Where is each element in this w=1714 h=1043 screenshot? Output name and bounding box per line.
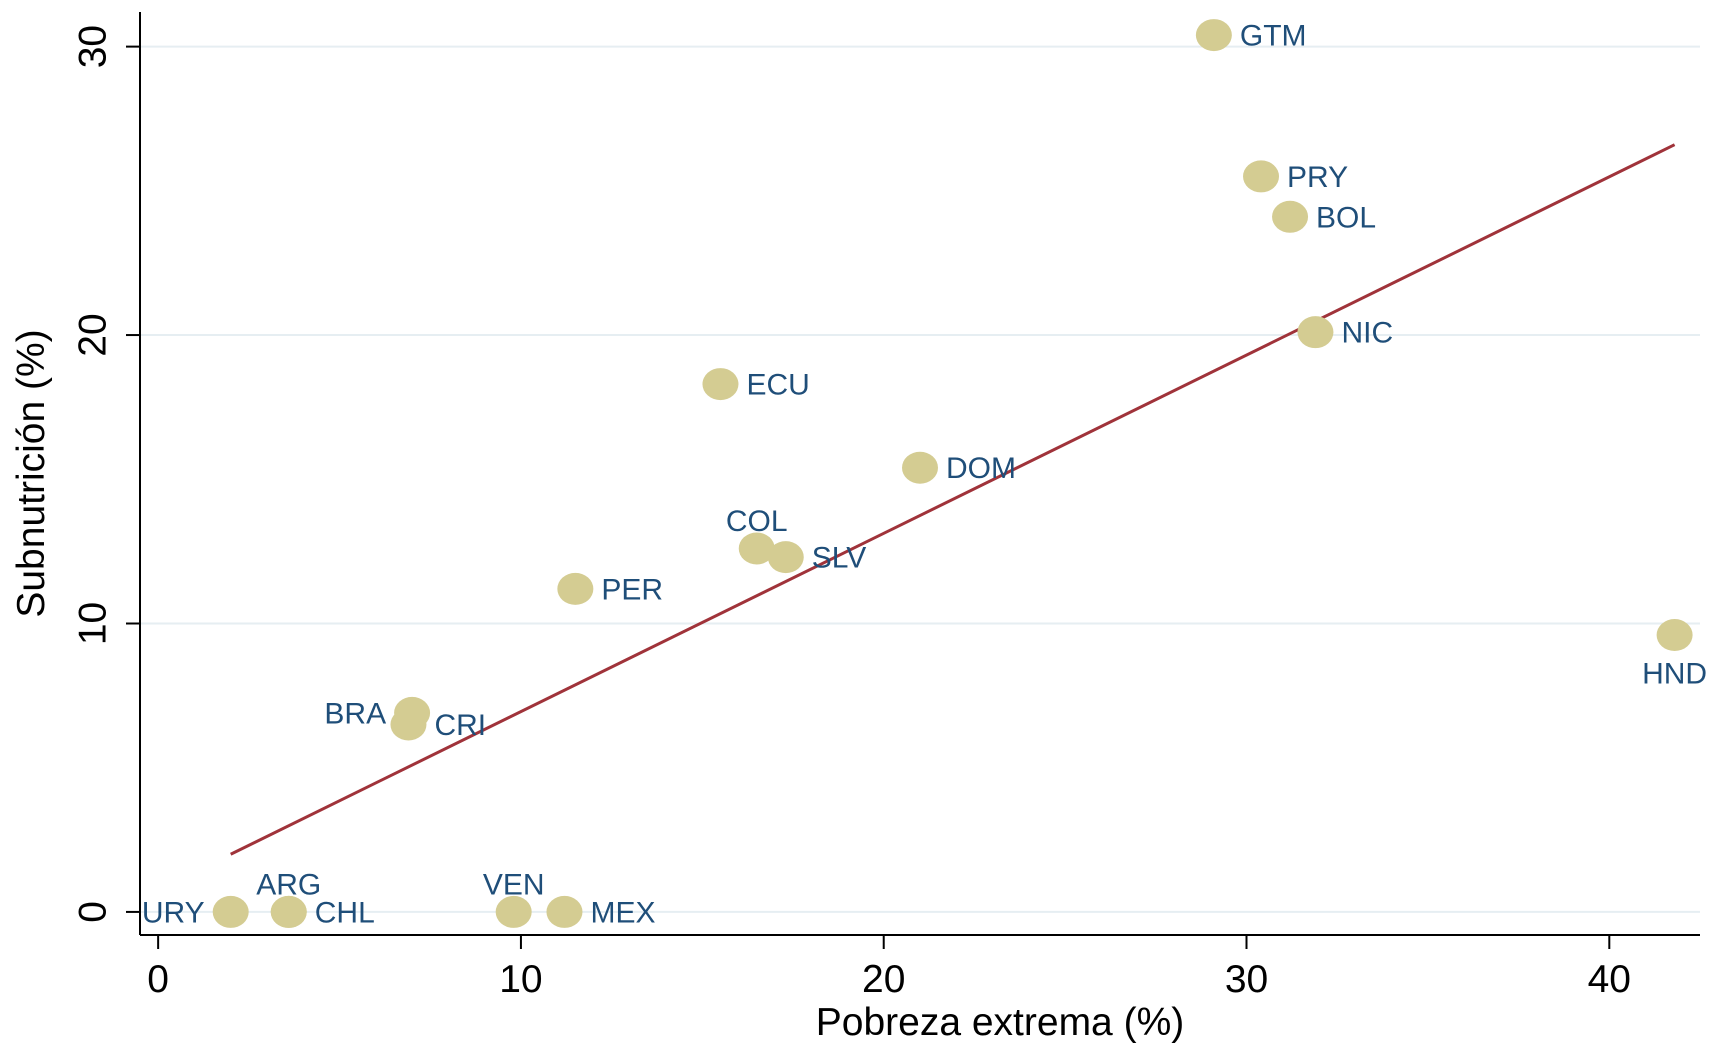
x-tick-label: 30 — [1225, 958, 1268, 1001]
point-label-ecu: ECU — [746, 369, 809, 402]
point-label-gtm: GTM — [1240, 20, 1307, 53]
data-point-per — [557, 572, 594, 605]
data-point-hnd — [1656, 619, 1693, 652]
data-point-cri — [390, 708, 427, 741]
point-label-bra: BRA — [324, 697, 386, 730]
x-tick-label: 10 — [499, 958, 542, 1001]
data-point-col — [738, 532, 775, 565]
point-label-col: COL — [726, 505, 788, 538]
data-point-chl — [270, 895, 307, 928]
point-label-cri: CRI — [434, 709, 486, 742]
y-tick-label: 0 — [72, 901, 115, 923]
point-label-chl: CHL — [315, 896, 375, 929]
point-labels: GTM PRY BOL NIC ECU DOM COL SLV PER HND BRA CRI URY A… — [142, 20, 1707, 930]
data-point-dom — [902, 451, 938, 484]
point-label-ury: URY — [142, 896, 205, 929]
y-axis-ticks: 0 10 20 30 — [72, 25, 140, 923]
point-label-mex: MEX — [590, 896, 655, 929]
point-label-arg: ARG — [256, 868, 321, 901]
point-label-slv: SLV — [812, 542, 866, 575]
data-point-nic — [1297, 316, 1334, 349]
x-tick-label: 0 — [147, 958, 169, 1001]
fit-line-group — [230, 143, 1676, 856]
data-point-ecu — [702, 368, 739, 401]
data-point-pry — [1243, 160, 1280, 193]
point-label-pry: PRY — [1287, 161, 1348, 194]
point-label-per: PER — [601, 573, 663, 606]
fit-line — [230, 143, 1676, 856]
data-point-bol — [1272, 200, 1309, 233]
gridlines — [140, 45, 1700, 913]
data-points — [212, 19, 1693, 928]
point-label-bol: BOL — [1316, 201, 1376, 234]
data-point-gtm — [1195, 19, 1232, 52]
y-tick-label: 20 — [72, 313, 115, 356]
x-axis-ticks: 0 10 20 30 40 — [147, 935, 1631, 1001]
data-point-ven — [495, 895, 532, 928]
x-tick-label: 20 — [862, 958, 905, 1001]
data-point-ury — [212, 895, 249, 928]
point-label-hnd: HND — [1642, 658, 1707, 691]
point-label-nic: NIC — [1341, 317, 1393, 350]
point-label-dom: DOM — [946, 452, 1016, 485]
y-axis-title: Subnutrición (%) — [10, 329, 53, 617]
x-axis-title: Pobreza extrema (%) — [816, 1001, 1184, 1043]
x-tick-label: 40 — [1588, 958, 1631, 1001]
axes — [139, 12, 1700, 936]
y-tick-label: 30 — [72, 25, 115, 68]
data-point-slv — [767, 541, 804, 574]
y-tick-label: 10 — [72, 602, 115, 645]
point-label-ven: VEN — [483, 868, 545, 901]
data-point-mex — [546, 895, 583, 928]
